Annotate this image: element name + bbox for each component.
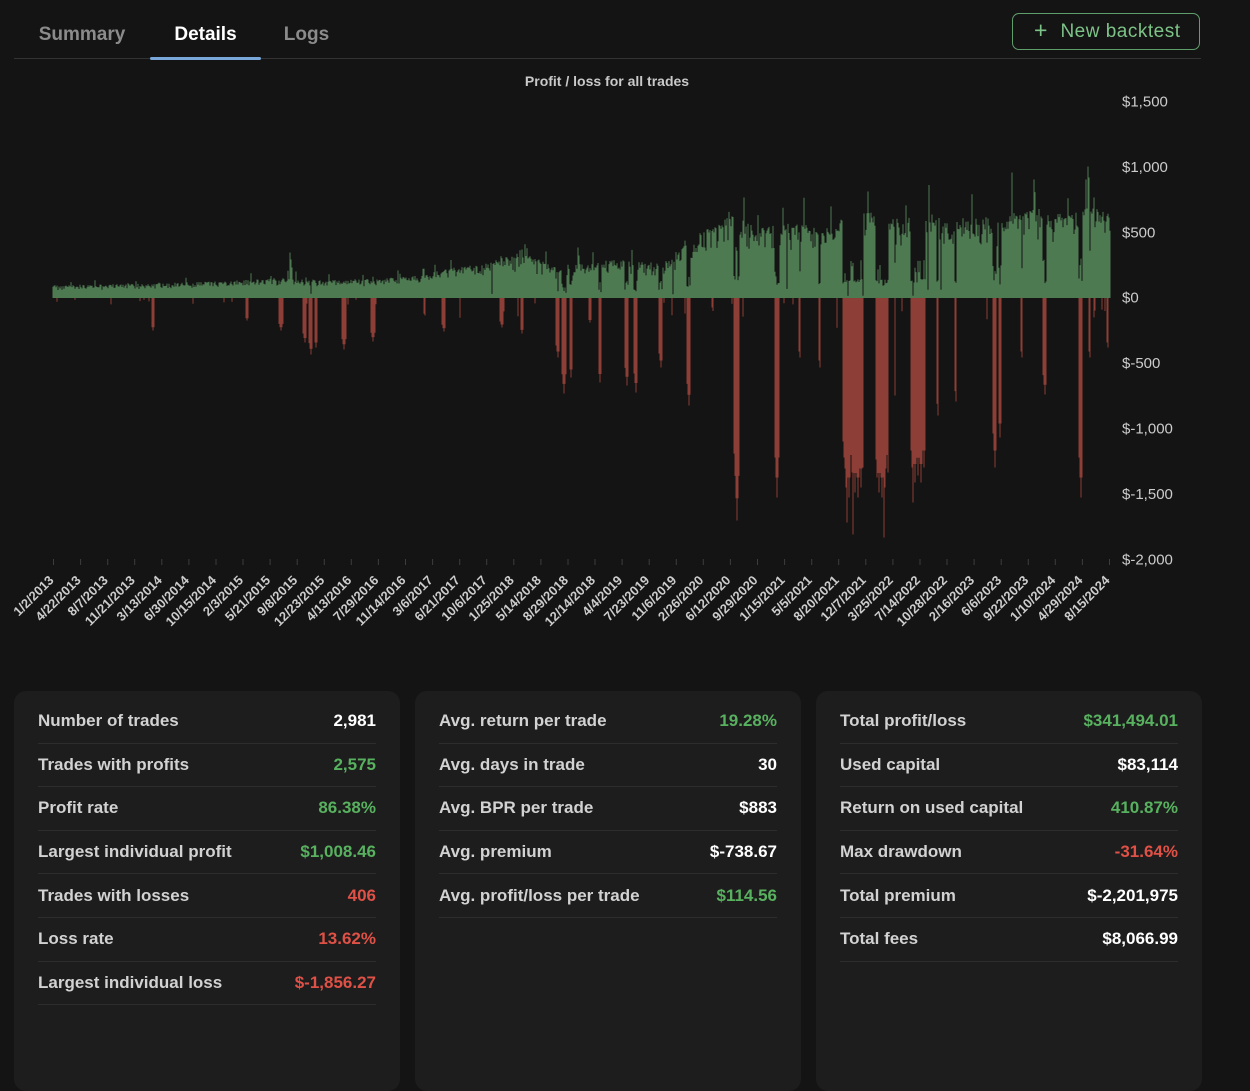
svg-text:$0: $0 [1122,290,1139,307]
svg-text:$-1,000: $-1,000 [1122,421,1173,438]
svg-text:$1,000: $1,000 [1122,159,1168,176]
svg-text:$-500: $-500 [1122,355,1160,372]
svg-text:$-1,500: $-1,500 [1122,486,1173,503]
svg-text:$1,500: $1,500 [1122,94,1168,111]
svg-text:$500: $500 [1122,224,1155,241]
svg-text:$-2,000: $-2,000 [1122,551,1173,568]
